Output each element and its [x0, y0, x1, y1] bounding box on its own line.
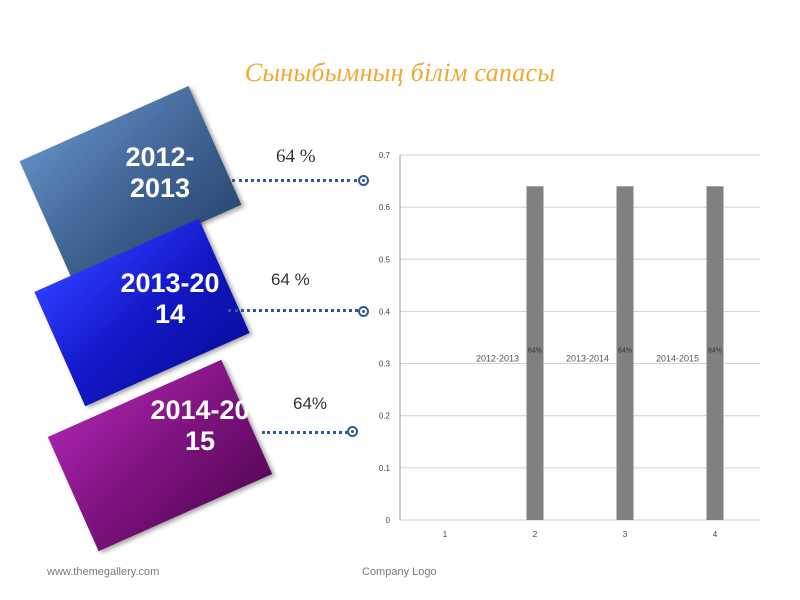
year-card-label-line2: 15	[184, 426, 216, 456]
bar	[526, 186, 544, 521]
connector-node-icon	[358, 306, 369, 317]
year-card-label: 2014-20 15	[140, 395, 260, 457]
percent-label: 64%	[293, 394, 328, 413]
x-tick-label: 1	[443, 530, 448, 539]
data-label: 64%	[708, 347, 722, 354]
y-tick-label: 0.4	[379, 307, 391, 316]
year-card-label-line1: 2014-20	[150, 395, 250, 425]
year-card-label: 2013-20 14	[110, 268, 230, 330]
y-tick-label: 0.5	[379, 255, 391, 264]
category-annotation: 2014-2015	[656, 354, 699, 364]
category-annotation: 2013-2014	[566, 354, 609, 364]
y-tick-label: 0.2	[379, 412, 391, 421]
percent-label: 64 %	[276, 146, 316, 167]
year-card-label-line2: 2013	[129, 173, 191, 203]
dotted-connector	[228, 309, 358, 312]
y-tick-label: 0.3	[379, 360, 391, 369]
connector-node-icon	[358, 175, 369, 186]
x-tick-label: 4	[713, 530, 718, 539]
year-card-label-line2: 14	[154, 299, 186, 329]
slide-title: Сыныбымның білім сапасы	[244, 58, 556, 87]
percent-label: 64 %	[271, 270, 310, 289]
year-card-label: 2012- 2013	[100, 142, 220, 204]
footer-website[interactable]: www.themegallery.com	[47, 566, 160, 578]
data-label: 64%	[618, 347, 632, 354]
dotted-connector	[232, 179, 357, 182]
year-card-label-line1: 2013-20	[120, 268, 220, 298]
connector-node-icon	[347, 426, 358, 437]
bar	[706, 186, 724, 521]
x-tick-label: 2	[533, 530, 538, 539]
dotted-connector	[262, 431, 348, 434]
x-tick-label: 3	[623, 530, 628, 539]
footer-company-logo: Company Logo	[362, 566, 437, 578]
y-tick-label: 0.6	[379, 203, 391, 212]
category-annotation: 2012-2013	[476, 354, 519, 364]
bar	[616, 186, 634, 521]
data-label: 64%	[528, 347, 542, 354]
y-tick-label: 0.1	[379, 464, 391, 473]
y-tick-label: 0	[386, 516, 391, 525]
y-tick-label: 0.7	[379, 151, 391, 160]
year-card-label-line1: 2012-	[125, 142, 195, 172]
